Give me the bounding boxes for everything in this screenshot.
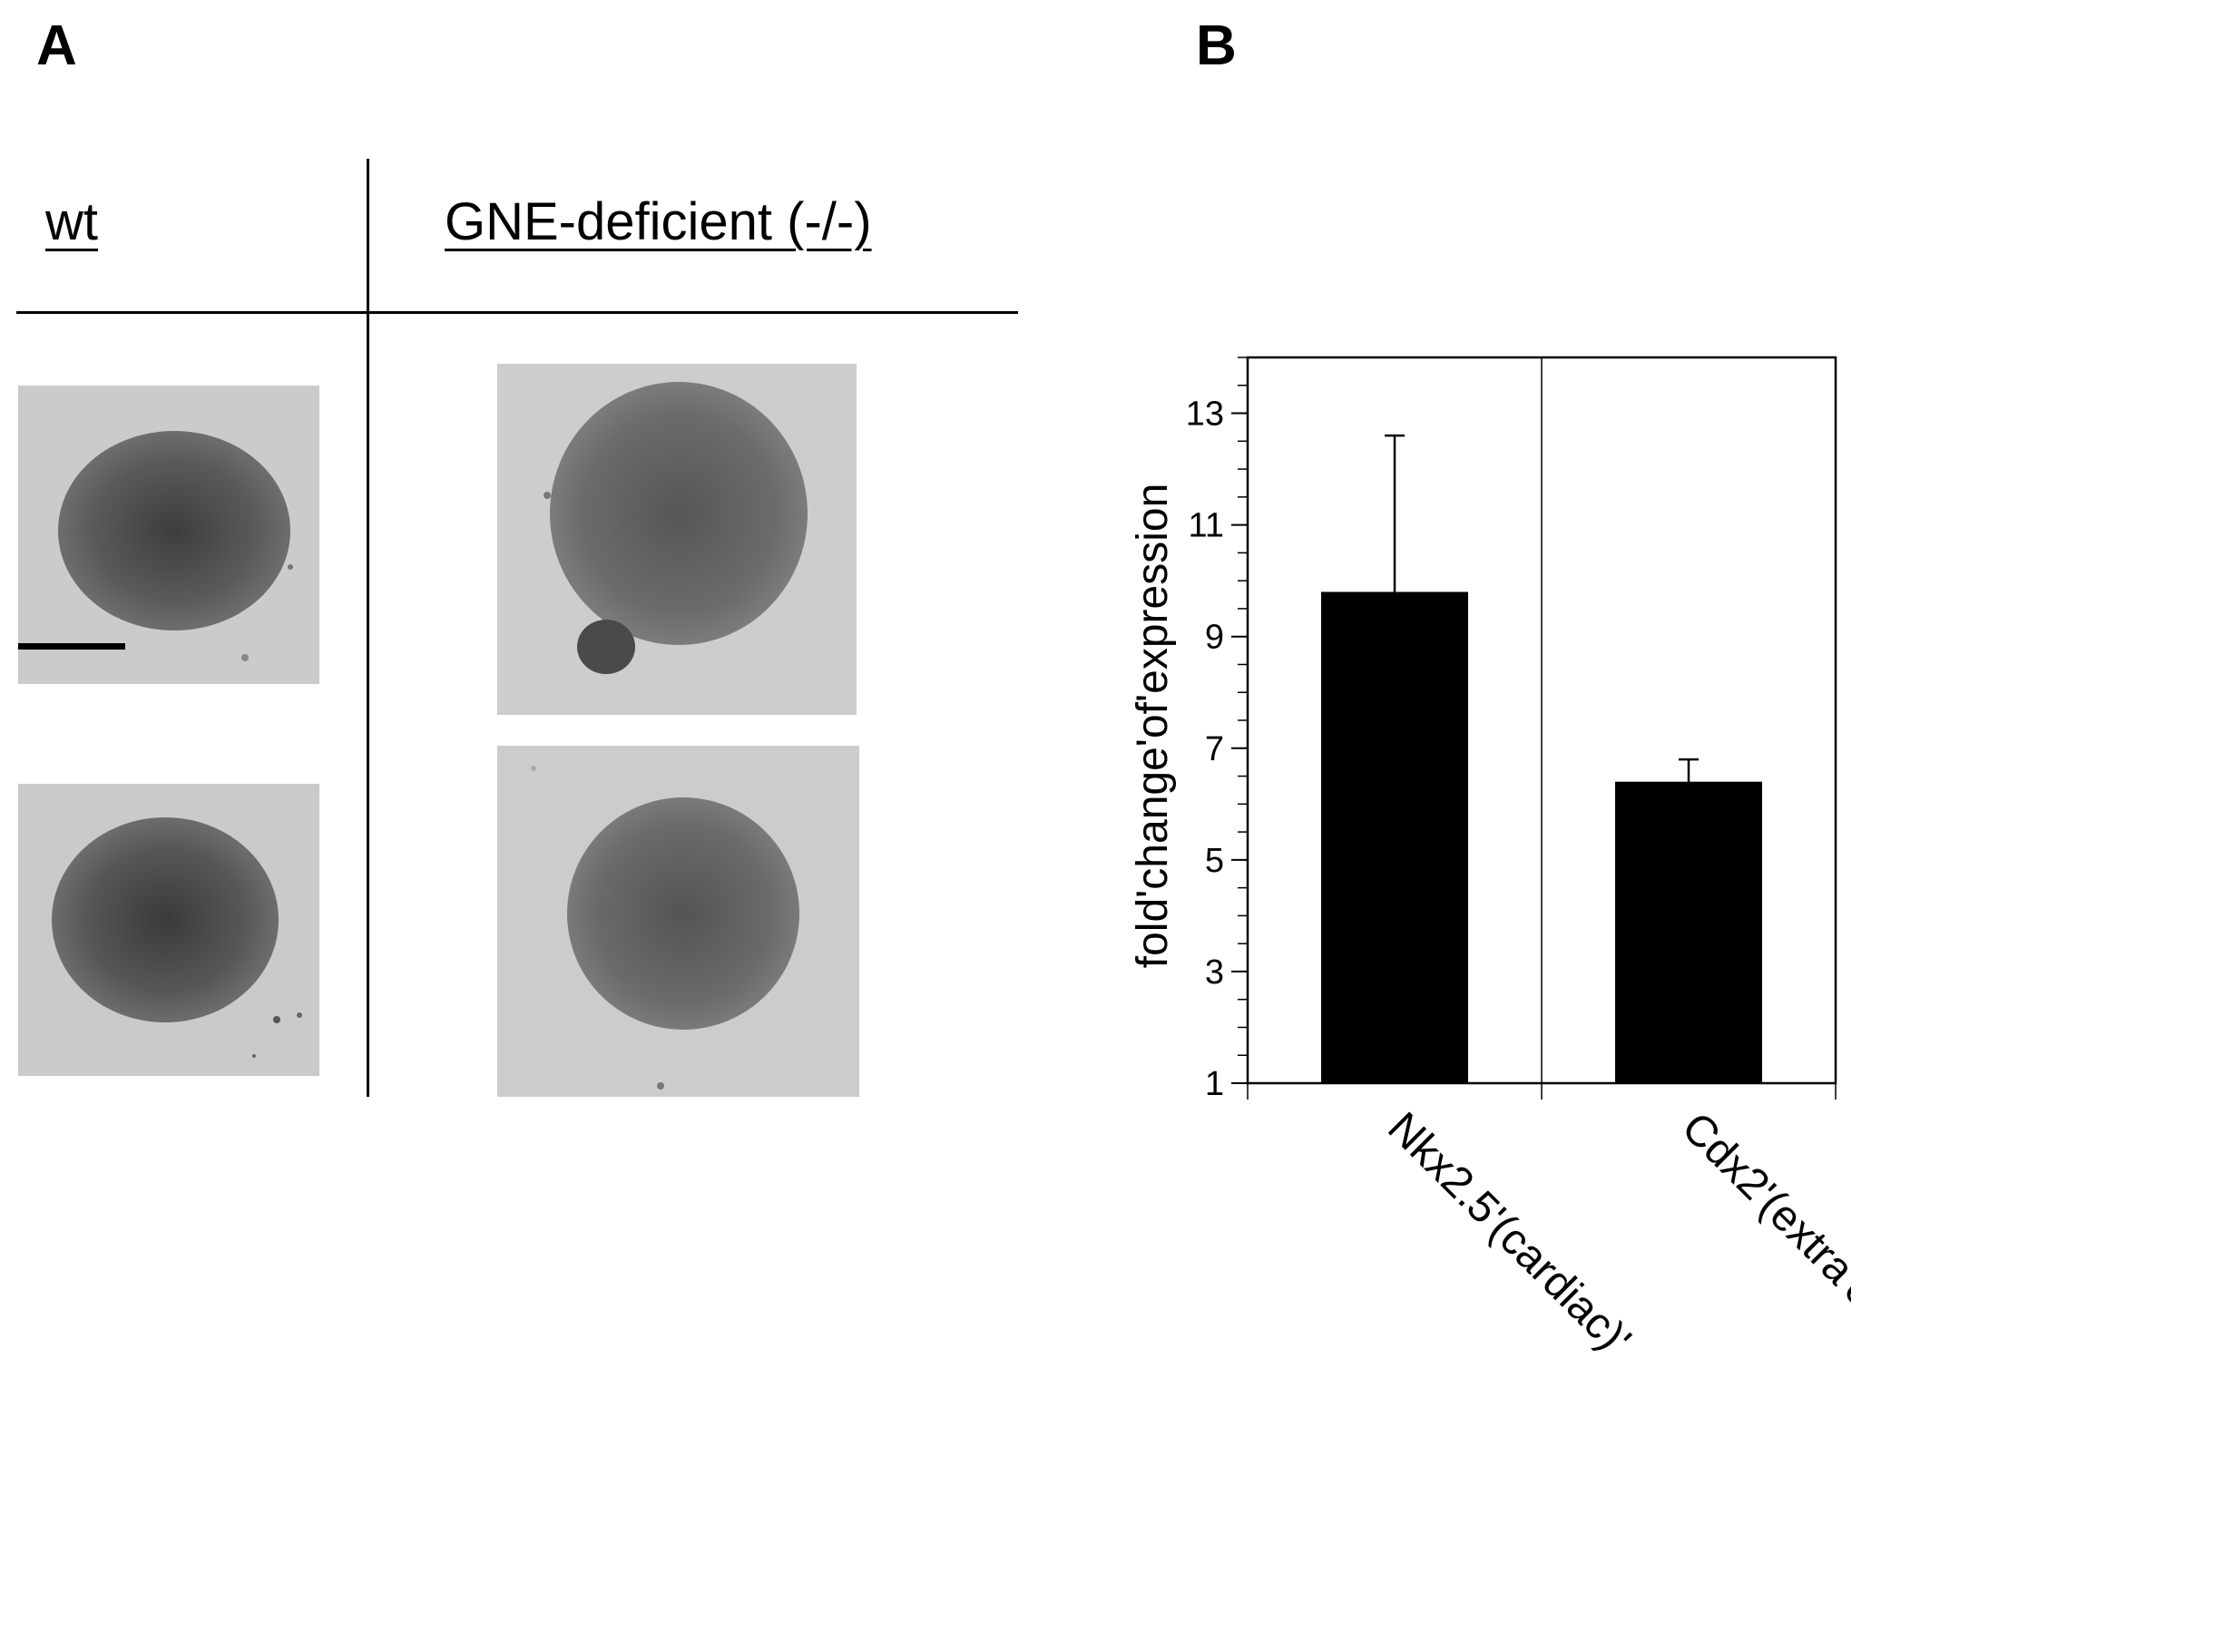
bar bbox=[1615, 781, 1762, 1083]
micrograph-gne-top bbox=[497, 364, 857, 715]
micrograph-gne-bottom bbox=[497, 746, 859, 1097]
column-header-wt: wt bbox=[45, 192, 98, 251]
x-tick-label: Cdx2'(extra'embryonal'8ssue) bbox=[1672, 1103, 1851, 1541]
y-tick-label: 13 bbox=[1186, 396, 1224, 434]
y-tick-label: 9 bbox=[1205, 619, 1224, 657]
scale-bar bbox=[18, 643, 125, 650]
table-vertical-rule bbox=[367, 159, 369, 1097]
table-horizontal-rule bbox=[16, 311, 1018, 314]
x-tick-labels: Nkx2.5'(cardiac)' Cdx2'(extra'embryonal'8… bbox=[1378, 1103, 1851, 1541]
y-tick-label: 11 bbox=[1189, 507, 1224, 545]
y-tick-label: 5 bbox=[1205, 842, 1224, 880]
y-tick-label: 3 bbox=[1205, 953, 1224, 992]
bar bbox=[1321, 591, 1468, 1083]
panel-label-b: B bbox=[1196, 15, 1237, 77]
y-tick-label: 1 bbox=[1205, 1065, 1224, 1103]
micrograph-wt-bottom bbox=[18, 784, 319, 1076]
y-tick-label: 7 bbox=[1205, 730, 1224, 768]
panel-label-a: A bbox=[36, 15, 77, 77]
y-axis-label: fold'change'of'expression bbox=[1129, 484, 1177, 969]
column-header-gne-deficient: GNE-deficient (-/-) bbox=[445, 192, 872, 251]
error-bars-group bbox=[1385, 434, 1699, 782]
x-tick-label: Nkx2.5'(cardiac)' bbox=[1378, 1103, 1640, 1364]
bars-group bbox=[1321, 591, 1762, 1083]
micrograph-wt-top bbox=[18, 386, 319, 684]
